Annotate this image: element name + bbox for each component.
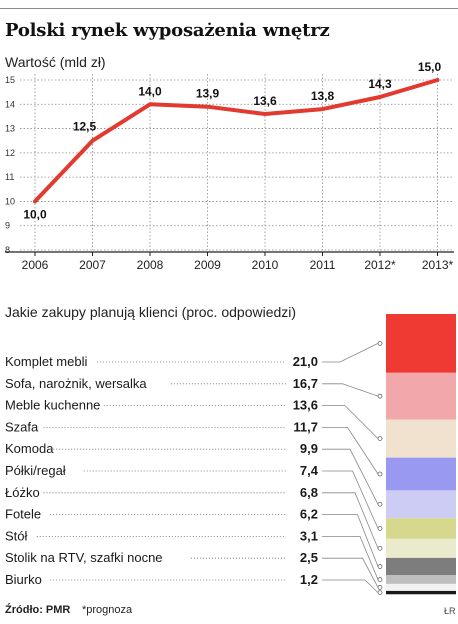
category-label: Szafa (5, 419, 39, 434)
connector-line (322, 557, 379, 588)
x-tick-label: 2010 (252, 258, 279, 272)
connector-dot (377, 590, 383, 595)
forecast-note: *prognoza (82, 604, 133, 616)
connector-dot (377, 501, 383, 507)
connector-dot (377, 436, 383, 442)
y-tick-label: 14 (5, 99, 15, 109)
connector-line (322, 343, 379, 363)
connector-line (322, 448, 379, 505)
y-tick-label: 9 (5, 221, 10, 231)
connector-dot (377, 585, 383, 590)
y-tick-label: 15 (5, 75, 15, 85)
data-label: 15,0 (418, 60, 442, 74)
source-note: Źródło: PMR (5, 604, 71, 616)
connector-line (322, 536, 379, 580)
value-label: 13,6 (293, 398, 318, 413)
connector-dot (377, 577, 383, 582)
author-mark: ŁR (444, 606, 456, 616)
connector-line (322, 383, 379, 397)
value-label: 6,8 (300, 485, 318, 500)
y-tick-label: 10 (5, 196, 15, 206)
category-label: Sofa, narożnik, wersalka (5, 376, 147, 391)
line-chart: 15 14 13 12 11 10 9 8 2006 2007 2008 2009 2010 2011 20… (5, 60, 454, 272)
data-label: 13,9 (196, 87, 220, 101)
connector-line (322, 579, 379, 593)
bar-segment (386, 518, 456, 539)
x-tick-label: 2011 (310, 258, 336, 272)
y-tick-label: 13 (5, 124, 15, 134)
value-label: 16,7 (293, 376, 318, 391)
bar-segment (386, 372, 456, 420)
category-label: Meble kuchenne (5, 398, 100, 413)
value-label: 1,2 (300, 572, 318, 587)
bar-segment (386, 590, 456, 595)
data-label: 13,8 (311, 89, 335, 103)
value-label: 6,2 (300, 507, 318, 522)
category-label: Komoda (5, 441, 54, 456)
series-line (33, 78, 440, 204)
connector-dot (377, 393, 383, 399)
x-tick-label: 2012* (364, 258, 396, 272)
bar-segment (386, 419, 456, 458)
x-tick-label: 2007 (79, 258, 106, 272)
y-tick-label: 11 (5, 172, 14, 182)
connector-dot (377, 340, 383, 346)
data-label: 13,6 (253, 94, 277, 108)
y-tick-label: 8 (5, 245, 10, 255)
connector-dot (377, 526, 383, 531)
connector-line (322, 470, 379, 529)
bar-chart-title: Jakie zakupy planują klienci (proc. odpo… (5, 304, 297, 320)
category-label: Stolik na RTV, szafki nocne (5, 550, 163, 565)
category-label: Biurko (5, 572, 42, 587)
connector-dot (377, 471, 383, 477)
connector-line (322, 492, 379, 549)
data-label: 14,3 (368, 77, 392, 91)
connector-dot (377, 545, 383, 551)
data-label: 12,5 (73, 120, 97, 134)
top-rule (0, 8, 458, 9)
x-tick-label: 2008 (137, 258, 164, 272)
connector-line (322, 405, 379, 439)
value-label: 2,5 (300, 550, 318, 565)
data-label: 14,0 (138, 84, 162, 98)
connector-line (322, 514, 379, 567)
value-label: 11,7 (293, 419, 318, 434)
bar-segment (386, 557, 456, 576)
x-tick-label: 2009 (194, 258, 221, 272)
x-tick-label: 2006 (22, 258, 49, 272)
y-tick-label: 12 (5, 148, 15, 158)
bar-segment (386, 457, 456, 491)
y-axis-label: Wartość (mld zł) (5, 54, 106, 70)
category-label: Łóżko (5, 485, 40, 500)
value-label: 3,1 (300, 528, 318, 543)
data-label: 10,0 (23, 207, 47, 221)
value-label: 7,4 (300, 463, 319, 478)
category-label: Komplet mebli (5, 354, 87, 369)
category-label: Półki/regał (5, 463, 66, 478)
bar-segment (386, 583, 456, 591)
bar-segment (386, 314, 456, 373)
connector-dot (377, 564, 383, 569)
value-label: 21,0 (293, 354, 318, 369)
category-label: Stół (5, 528, 28, 543)
chart-title: Polski rynek wyposażenia wnętrz (5, 20, 330, 41)
connector-line (322, 427, 379, 475)
value-label: 9,9 (300, 441, 318, 456)
x-tick-label: 2013* (422, 258, 454, 272)
bar-segment (386, 575, 456, 584)
bar-segment (386, 538, 456, 558)
bar-segment (386, 490, 456, 519)
category-label: Fotele (5, 507, 41, 522)
